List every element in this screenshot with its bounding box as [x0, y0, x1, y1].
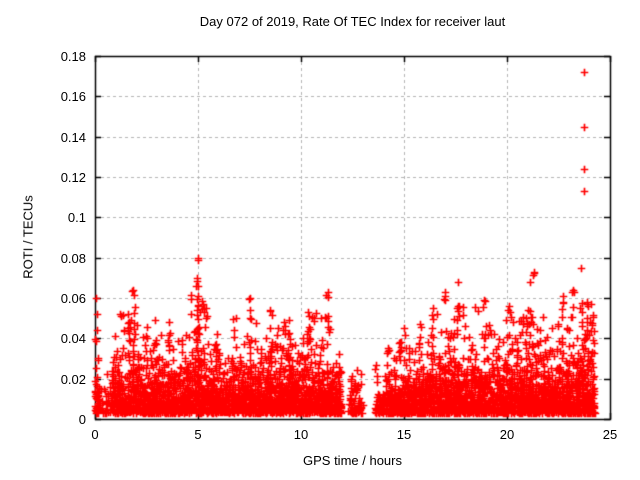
x-tick-label: 10 — [293, 427, 309, 442]
y-tick-label: 0.06 — [60, 291, 86, 306]
y-axis-label: ROTI / TECUs — [20, 195, 36, 279]
chart-title: Day 072 of 2019, Rate Of TEC Index for r… — [199, 14, 506, 29]
x-tick-label: 0 — [91, 427, 99, 442]
y-tick-label: 0.16 — [60, 89, 86, 105]
x-tick-label: 25 — [602, 427, 618, 442]
x-tick-label: 5 — [194, 427, 202, 442]
y-tick-label: 0.1 — [67, 210, 86, 226]
x-tick-label: 15 — [396, 427, 412, 442]
x-axis-label: GPS time / hours — [303, 453, 402, 468]
y-tick-label: 0.18 — [60, 49, 86, 64]
y-tick-label: 0.12 — [60, 170, 86, 185]
x-tick-label: 20 — [499, 427, 515, 442]
y-tick-label: 0.04 — [60, 331, 86, 347]
y-tick-label: 0.08 — [60, 250, 86, 266]
y-tick-label: 0.02 — [60, 371, 86, 387]
y-tick-label: 0.14 — [60, 129, 86, 145]
y-tick-label: 0 — [78, 412, 86, 427]
